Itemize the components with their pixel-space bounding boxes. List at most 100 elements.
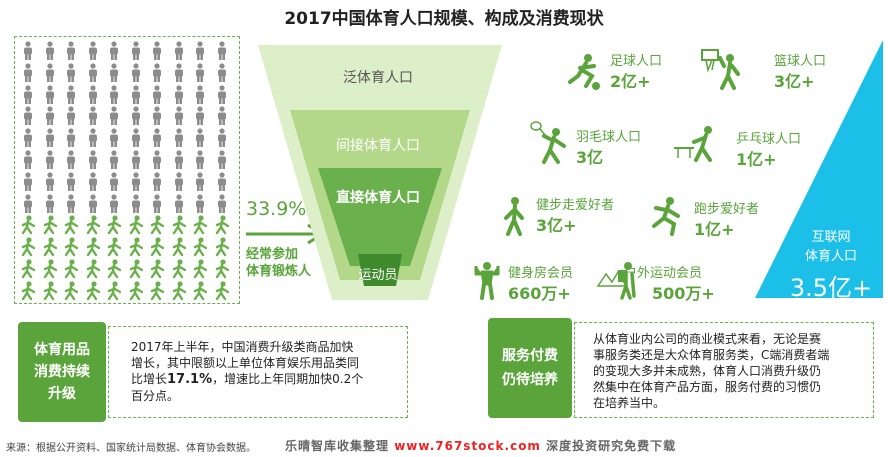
- sport-value: 1亿+: [694, 220, 735, 239]
- person-icon: [88, 172, 97, 191]
- person-icon: [131, 106, 140, 126]
- sport-value: 2亿+: [610, 72, 651, 91]
- person-icon: [153, 84, 161, 104]
- person-icon: [88, 84, 97, 104]
- person-icon: [110, 150, 118, 169]
- internet-population: 互联网 体育人口 3.5亿+: [776, 226, 886, 303]
- person-icon: [110, 128, 118, 148]
- active-person-icon: [172, 259, 186, 279]
- active-person-icon: [64, 281, 78, 300]
- active-person-icon: [86, 237, 100, 257]
- active-person-icon: [172, 215, 186, 235]
- person-icon: [174, 150, 183, 169]
- active-person-icon: [21, 281, 35, 300]
- person-icon: [88, 106, 97, 126]
- active-person-icon: [43, 281, 57, 300]
- runner-icon: [652, 197, 680, 236]
- active-person-icon: [129, 259, 143, 279]
- service-payment-description: 从体育业内公司的商业模式来看，无论是赛 事服务类还是大众体育服务类，C端消费者端…: [574, 322, 874, 418]
- person-icon: [67, 63, 75, 82]
- person-icon: [88, 128, 97, 148]
- person-icon: [131, 63, 140, 82]
- watermark-url: www.767stock.com: [394, 439, 541, 453]
- desc-line: 百分点。: [131, 389, 180, 403]
- person-icon: [45, 41, 54, 60]
- desc-line: 事服务类还是大众体育服务类，C端消费者端: [593, 348, 830, 362]
- person-icon: [24, 106, 32, 126]
- active-person-icon: [21, 237, 35, 257]
- person-icon: [24, 150, 32, 169]
- population-funnel: [258, 45, 502, 300]
- person-icon: [67, 150, 75, 169]
- internet-triangle: [755, 40, 883, 298]
- person-icon: [88, 63, 97, 82]
- person-icon: [174, 84, 183, 104]
- person-icon: [174, 106, 183, 126]
- active-person-icon: [129, 237, 143, 257]
- person-icon: [45, 193, 54, 213]
- person-icon: [174, 172, 183, 191]
- active-person-icon: [172, 237, 186, 257]
- sport-name: 篮球人口: [774, 54, 827, 69]
- active-person-icon: [150, 281, 164, 300]
- active-person-icon: [43, 237, 57, 257]
- person-icon: [67, 193, 75, 213]
- active-person-icon: [107, 259, 121, 279]
- sport-value: 3亿: [576, 148, 604, 167]
- person-icon: [24, 63, 32, 82]
- person-icon: [24, 128, 32, 148]
- person-icon: [196, 128, 204, 148]
- person-icon: [217, 172, 226, 191]
- service-payment-label: 服务付费 仍待培养: [488, 318, 572, 418]
- bodybuilder-icon: [474, 262, 500, 300]
- sport-value: 500万+: [652, 284, 715, 303]
- walker-icon: [504, 197, 524, 236]
- internet-value: 3.5亿+: [789, 274, 873, 302]
- football-player-icon: [568, 54, 600, 90]
- person-icon: [24, 41, 32, 60]
- active-person-icon: [193, 259, 207, 279]
- active-person-icon: [107, 237, 121, 257]
- person-icon: [153, 128, 161, 148]
- sporting-goods-label: 体育用品 消费持续 升级: [18, 322, 106, 422]
- person-icon: [24, 193, 32, 213]
- desc-line: 在培养当中。: [593, 396, 666, 410]
- sport-value: 3亿+: [536, 216, 577, 235]
- service-payment-label-2: 仍待培养: [502, 372, 558, 388]
- desc-line: 比增长17.1%，增速比上年同期加快0.2个: [131, 371, 399, 388]
- person-icon: [24, 172, 32, 191]
- active-person-icon: [43, 259, 57, 279]
- active-person-icon: [172, 281, 186, 300]
- percent-label-line1: 经常参加: [246, 247, 299, 262]
- person-icon: [153, 41, 161, 60]
- sport-name: 跑步爱好者: [694, 202, 760, 217]
- sport-value: 1亿+: [736, 150, 777, 169]
- desc-text: ，增速比上年同期加快0.2个: [212, 372, 364, 386]
- person-icon: [131, 41, 140, 60]
- active-person-icon: [193, 237, 207, 257]
- person-icon: [174, 41, 183, 60]
- person-icon: [131, 193, 140, 213]
- person-icon: [196, 150, 204, 169]
- funnel-level2-label: 间接体育人口: [336, 138, 420, 154]
- person-icon: [196, 172, 204, 191]
- person-icon: [174, 63, 183, 82]
- person-icon: [45, 84, 54, 104]
- growth-rate: 17.1%: [167, 372, 213, 387]
- active-person-icon: [43, 215, 57, 235]
- funnel-level1-label: 泛体育人口: [343, 70, 413, 86]
- person-icon: [217, 106, 226, 126]
- person-icon: [110, 63, 118, 82]
- person-icon: [131, 150, 140, 169]
- percent-label-line2: 体育锻炼人: [246, 264, 312, 279]
- active-person-icon: [129, 281, 143, 300]
- person-icon: [217, 63, 226, 82]
- sport-name: 羽毛球人口: [576, 130, 642, 145]
- sport-name: 足球人口: [610, 54, 663, 69]
- sport-name: 户外运动会员: [624, 266, 703, 281]
- desc-line: 然集中在体育产品方面，服务付费的习惯仍: [593, 380, 822, 394]
- person-icon: [110, 84, 118, 104]
- funnel-level4-shape: [358, 254, 402, 286]
- sport-value: 660万+: [508, 284, 571, 303]
- active-person-icon: [150, 237, 164, 257]
